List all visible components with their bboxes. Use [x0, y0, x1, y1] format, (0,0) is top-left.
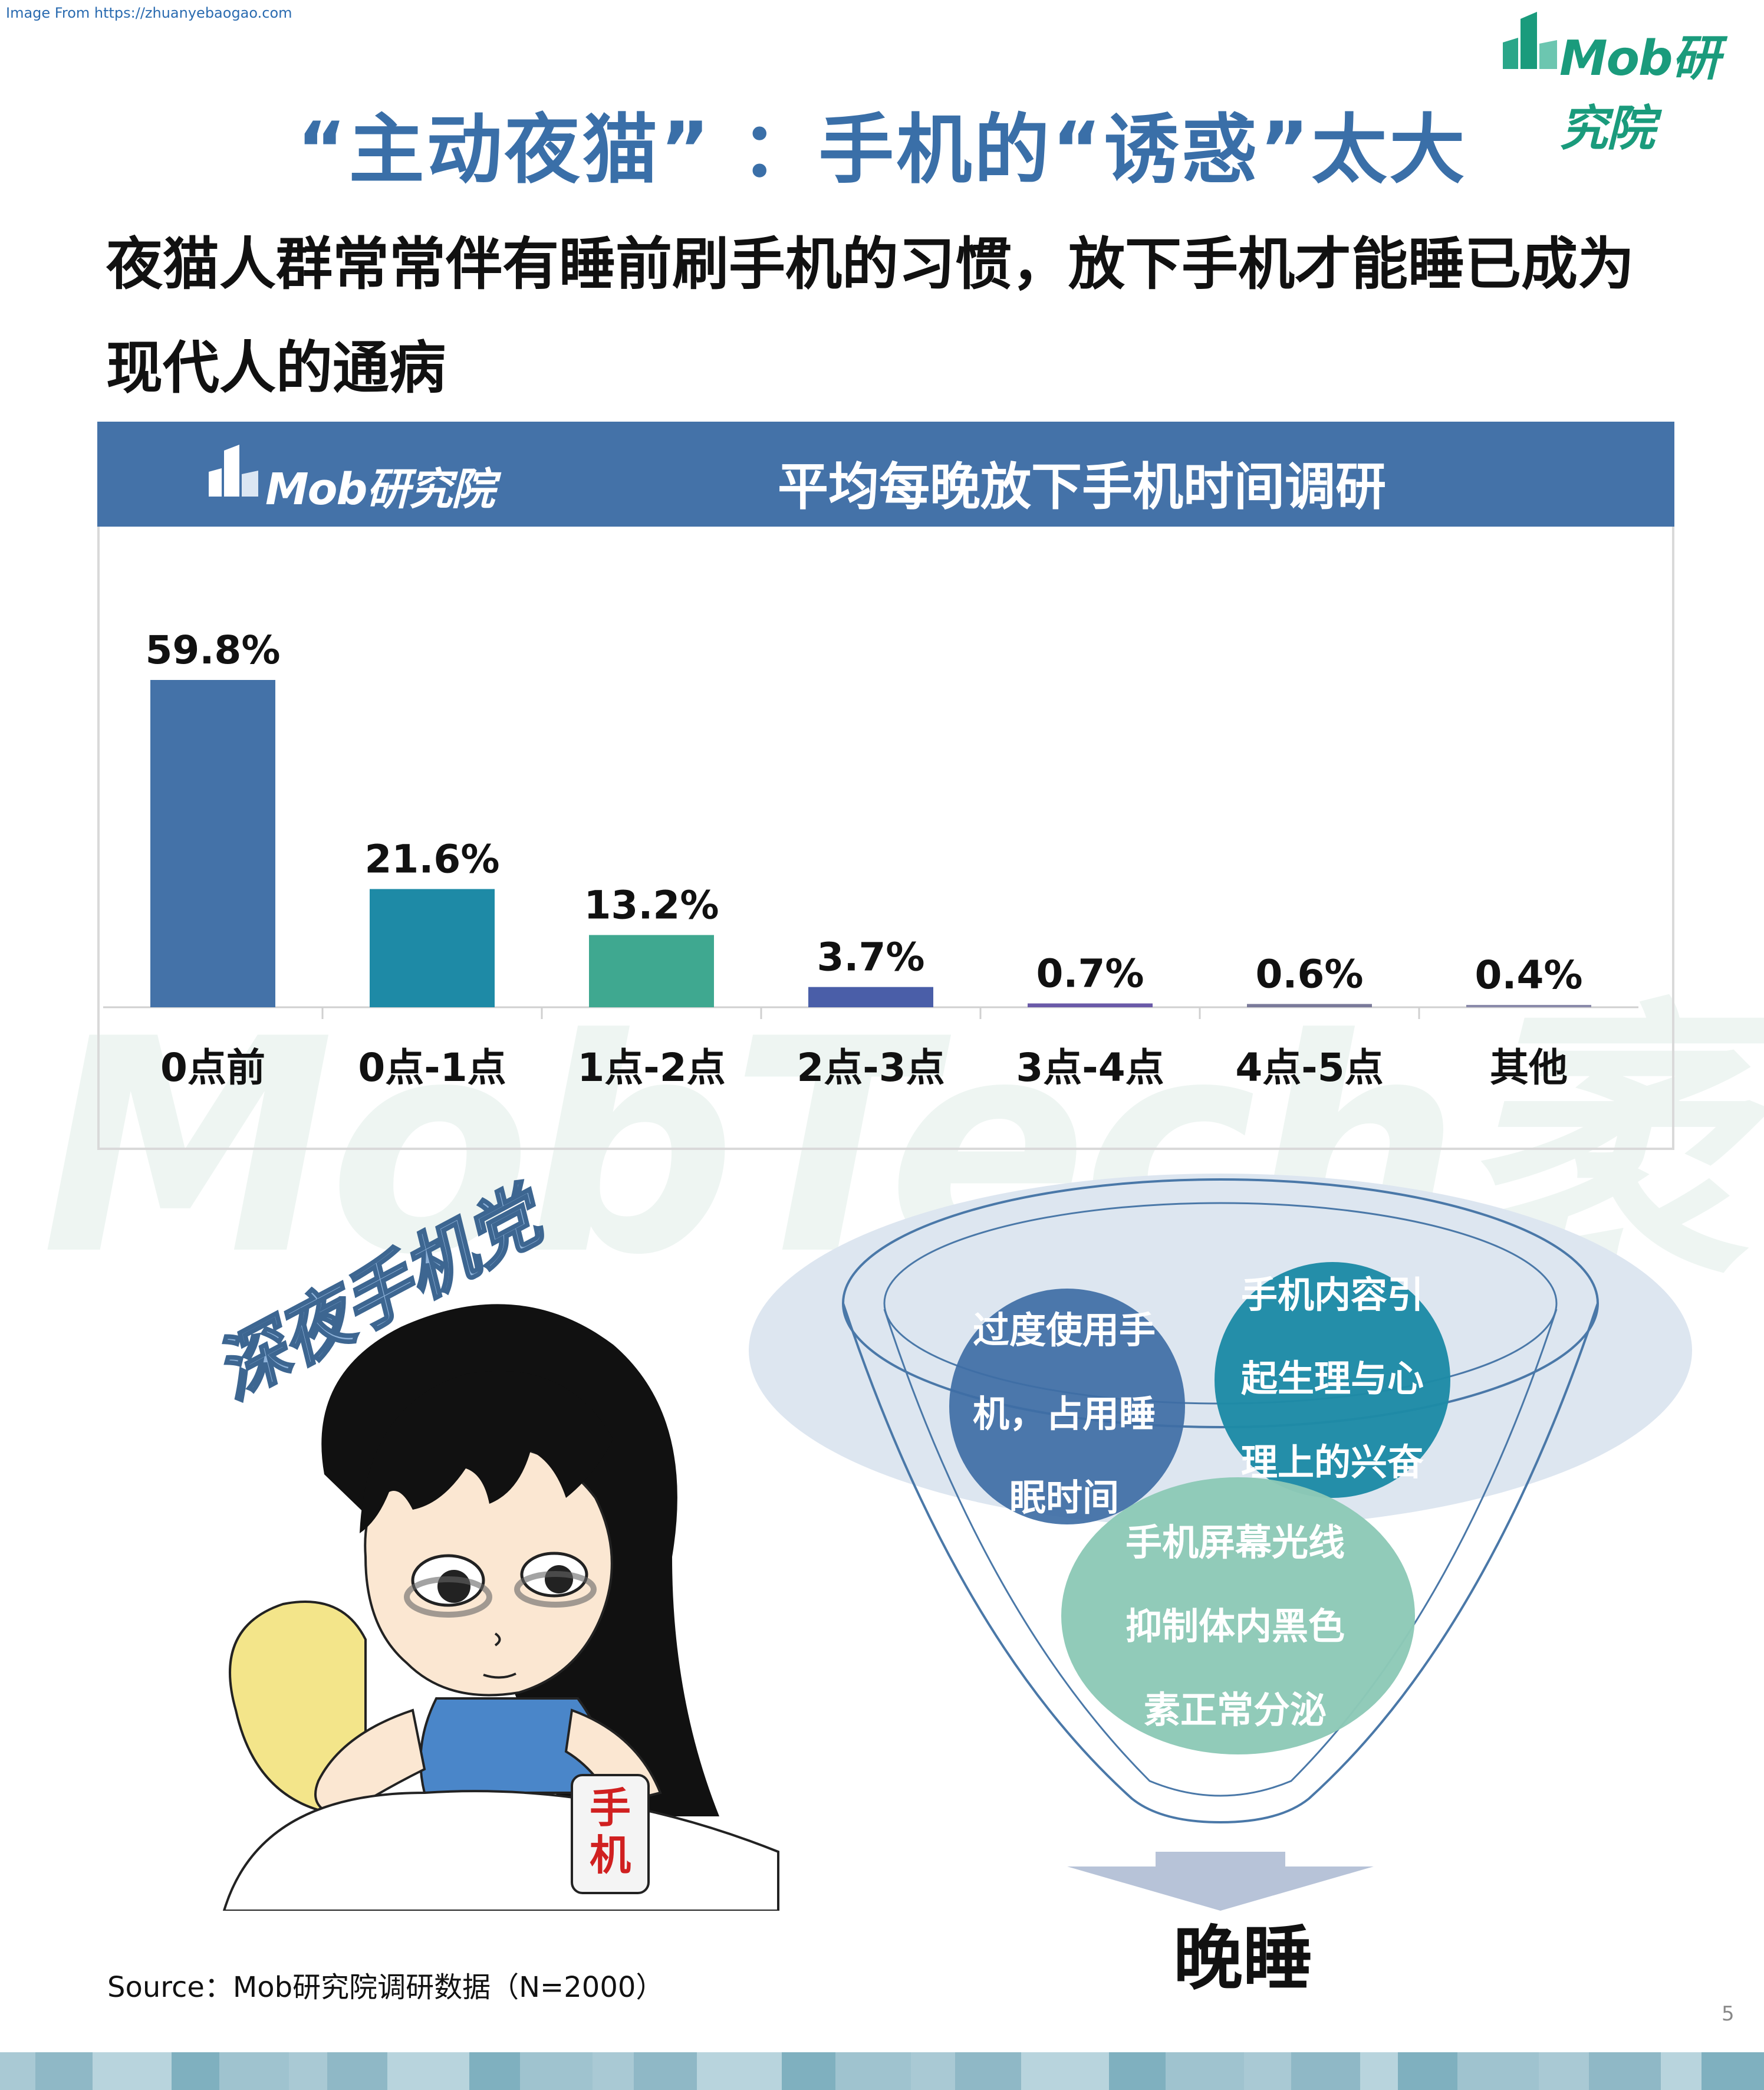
bar-3 — [808, 987, 933, 1007]
cartoon-girl-illustration: 手 机 — [222, 1304, 779, 1911]
band-segment — [1244, 2052, 1291, 2090]
band-segment — [1661, 2052, 1702, 2090]
bubble-usage-line3: 眠时间 — [1009, 1476, 1119, 1519]
funnel-diagram — [749, 1174, 1692, 1911]
band-segment — [1109, 2052, 1166, 2090]
bubble-content-line1: 手机内容引 — [1240, 1273, 1424, 1316]
bar-4 — [1028, 1003, 1153, 1007]
bubble-light — [1061, 1477, 1415, 1754]
phone-label-1: 手 — [590, 1784, 631, 1832]
page-subtitle: 夜猫人群常常伴有睡前刷手机的习惯，放下手机才能睡已成为现代人的通病 — [106, 231, 1634, 401]
band-segment — [219, 2052, 289, 2090]
band-segment — [593, 2052, 634, 2090]
data-label-1: 21.6% — [365, 837, 500, 882]
down-arrow — [1067, 1852, 1374, 1911]
tick-label-3: 2点-3点 — [797, 1045, 944, 1090]
data-label-4: 0.7% — [1036, 951, 1144, 997]
band-segment — [1539, 2052, 1589, 2090]
bubble-light-line3: 素正常分泌 — [1143, 1688, 1327, 1731]
tick-label-6: 其他 — [1490, 1045, 1568, 1090]
funnel-result: 晚睡 — [1173, 1918, 1313, 1999]
band-segment — [782, 2052, 835, 2090]
bar-1 — [370, 889, 495, 1007]
bottom-band — [0, 2052, 1764, 2090]
band-segment — [1457, 2052, 1539, 2090]
building-icon — [209, 445, 258, 497]
band-segment — [172, 2052, 219, 2090]
tick-label-4: 3点-4点 — [1016, 1045, 1164, 1090]
phone-label-2: 机 — [590, 1831, 631, 1879]
band-segment — [697, 2052, 782, 2090]
tick-label-0: 0点前 — [160, 1045, 265, 1090]
source-note: Source：Mob研究院调研数据（N=2000） — [107, 1971, 664, 2004]
band-segment — [93, 2052, 172, 2090]
bar-5 — [1247, 1004, 1372, 1007]
bubble-light-text: 手机屏幕光线 抑制体内黑色 素正常分泌 — [1082, 1501, 1388, 1752]
logo-text: Mob研究院 — [1559, 31, 1720, 157]
mob-logo: Mob研究院 — [1500, 7, 1760, 157]
bubble-content-line2: 起生理与心 — [1240, 1357, 1424, 1400]
bubble-content — [1215, 1262, 1450, 1498]
bar-chart: 59.8% 0点前 21.6% 0点-1点 13.2% 1点-2点 3.7% 2点-3点 0.7… — [103, 627, 1638, 1090]
chart-logo-text: Mob研究院 — [265, 464, 495, 515]
band-segment — [387, 2052, 469, 2090]
band-segment — [327, 2052, 387, 2090]
band-segment — [1291, 2052, 1360, 2090]
band-segment — [835, 2052, 911, 2090]
source-url[interactable]: Image From https://zhuanyebaogao.com — [6, 5, 292, 21]
tick-label-5: 4点-5点 — [1235, 1045, 1383, 1090]
chart-logo: Mob研究院 — [206, 442, 513, 515]
band-segment — [289, 2052, 327, 2090]
data-label-6: 0.4% — [1475, 952, 1582, 998]
bubble-light-line2: 抑制体内黑色 — [1125, 1605, 1345, 1648]
bar-2 — [589, 935, 714, 1007]
band-segment — [1589, 2052, 1661, 2090]
band-segment — [1702, 2052, 1764, 2090]
building-icon — [1503, 12, 1557, 69]
bubble-usage-line1: 过度使用手 — [972, 1309, 1156, 1352]
tick-label-1: 0点-1点 — [358, 1045, 506, 1090]
band-segment — [520, 2052, 593, 2090]
bar-6 — [1466, 1005, 1591, 1007]
chart-title: 平均每晚放下手机时间调研 — [778, 458, 1386, 517]
page-title: “主动夜猫” ：手机的“诱惑”太大 — [297, 106, 1467, 194]
band-segment — [1360, 2052, 1398, 2090]
chart-header — [97, 422, 1674, 527]
bubble-content-text: 手机内容引 起生理与心 理上的兴奋 — [1209, 1253, 1456, 1504]
funnel-outline — [842, 1303, 1599, 1824]
band-segment — [1166, 2052, 1244, 2090]
data-label-0: 59.8% — [146, 627, 281, 673]
band-segment — [955, 2052, 1021, 2090]
band-segment — [634, 2052, 697, 2090]
page-number: 5 — [1722, 2002, 1735, 2026]
bubble-usage — [949, 1289, 1185, 1524]
bubble-light-line1: 手机屏幕光线 — [1125, 1521, 1345, 1564]
band-segment — [0, 2052, 35, 2090]
tick-label-2: 1点-2点 — [577, 1045, 725, 1090]
data-label-3: 3.7% — [817, 935, 924, 980]
band-segment — [911, 2052, 955, 2090]
band-segment — [469, 2052, 520, 2090]
bubble-content-line3: 理上的兴奋 — [1240, 1441, 1424, 1484]
band-segment — [1398, 2052, 1457, 2090]
bar-0 — [150, 680, 275, 1007]
bubble-usage-text: 过度使用手 机，占用睡 眠时间 — [940, 1289, 1188, 1540]
data-label-5: 0.6% — [1255, 951, 1363, 997]
bubble-usage-line2: 机，占用睡 — [972, 1392, 1156, 1435]
band-segment — [1021, 2052, 1109, 2090]
band-segment — [35, 2052, 93, 2090]
data-label-2: 13.2% — [584, 882, 719, 928]
